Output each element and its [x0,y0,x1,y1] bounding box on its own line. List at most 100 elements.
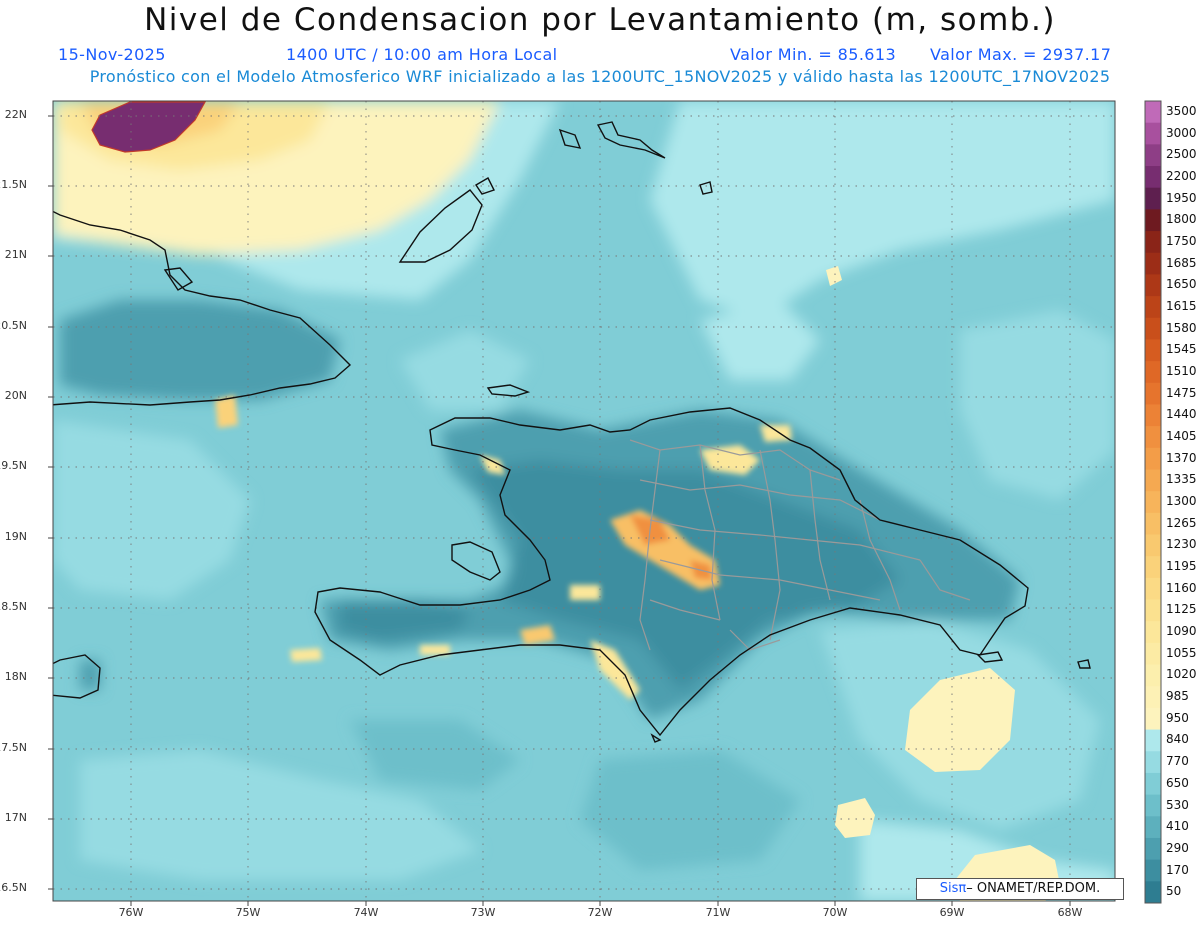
lon-label: 69W [939,906,965,919]
colorbar-swatch [1145,231,1161,254]
colorbar-label: 1545 [1166,342,1197,357]
colorbar-label: 985 [1166,689,1189,704]
colorbar-label: 290 [1166,840,1189,855]
colorbar-swatch [1145,144,1161,167]
time-label: 1400 UTC / 10:00 am Hora Local [286,45,558,64]
colorbar-label: 1335 [1166,472,1197,487]
credit-text: – ONAMET/REP.DOM. [966,881,1101,896]
colorbar-label: 1650 [1166,277,1197,292]
colorbar-swatch [1145,382,1161,405]
credit-box: Sisπ– ONAMET/REP.DOM. [916,878,1124,900]
colorbar-label: 1950 [1166,190,1197,205]
colorbar-swatch [1145,469,1161,492]
brand-logo-text: Sisπ [939,881,967,896]
colorbar-label: 1090 [1166,624,1197,639]
colorbar-swatch [1145,859,1161,882]
colorbar-swatch [1145,361,1161,384]
lat-label: 20.5N [0,319,27,332]
colorbar-swatch [1145,772,1161,796]
lon-label: 75W [235,906,261,919]
date-label: 15-Nov-2025 [58,45,166,64]
colorbar-swatch [1145,881,1161,904]
colorbar-label: 1300 [1166,494,1197,508]
colorbar-swatch [1145,166,1161,189]
lat-label: 21N [4,248,27,261]
chart-title: Nivel de Condensacion por Levantamiento … [144,2,1056,38]
colorbar-swatch [1145,751,1161,774]
colorbar-label: 1685 [1166,255,1197,270]
colorbar-swatch [1145,686,1161,709]
colorbar-label: 1125 [1166,602,1197,617]
colorbar-swatch [1145,209,1161,232]
lat-label: 19N [4,530,27,543]
colorbar-swatch [1145,577,1161,601]
colorbar-label: 530 [1166,797,1189,812]
colorbar-label: 1160 [1166,580,1197,595]
colorbar-label: 1195 [1166,559,1197,573]
min-value-label: Valor Min. = 85.613 [730,45,897,64]
colorbar-swatch [1145,556,1161,579]
colorbar-swatch [1145,447,1161,470]
colorbar-swatch [1145,512,1161,536]
lat-label: 16.5N [0,881,27,894]
lat-label: 18.5N [0,600,27,613]
lon-label: 71W [705,906,731,919]
province-boundaries [629,439,971,651]
colorbar-label: 410 [1166,819,1189,834]
colorbar-label: 3500 [1166,103,1197,118]
colorbar-label: 1580 [1166,320,1197,335]
colorbar-label: 50 [1166,884,1182,899]
colorbar-label: 170 [1166,862,1189,877]
lat-label: 22N [4,108,27,121]
colorbar-frame [1144,100,1162,904]
colorbar-label: 1055 [1166,645,1197,660]
colorbar-swatch [1145,339,1161,362]
colorbar-swatch [1145,837,1161,861]
lat-label: 18N [4,670,27,683]
colorbar-label: 950 [1166,710,1189,725]
colorbar-swatch [1145,642,1161,666]
lat-label: 19.5N [0,459,27,472]
plot-frame [52,100,1116,902]
lat-label: 21.5N [0,178,27,191]
colorbar-swatch [1145,707,1161,731]
colorbar [1144,100,1162,904]
colorbar-swatch [1145,534,1161,557]
colorbar-label: 1750 [1166,233,1197,248]
max-value-label: Valor Max. = 2937.17 [930,45,1112,64]
colorbar-swatch [1145,404,1161,427]
colorbar-swatch [1145,664,1161,687]
colorbar-label: 1800 [1166,212,1197,227]
colorbar-swatch [1145,621,1161,644]
lon-label: 73W [470,906,496,919]
colorbar-swatch [1145,794,1161,817]
lon-label: 68W [1057,906,1083,919]
colorbar-swatch [1145,274,1161,297]
colorbar-swatch [1145,187,1161,210]
colorbar-label: 1615 [1166,298,1197,313]
colorbar-label: 3000 [1166,125,1197,140]
colorbar-label: 2500 [1166,147,1197,162]
colorbar-label: 1265 [1166,515,1197,530]
yellow-blob-east [905,668,1015,772]
colorbar-label: 1440 [1166,407,1197,422]
colorbar-swatch [1145,816,1161,839]
colorbar-label: 2200 [1166,168,1197,183]
colorbar-label: 1020 [1166,667,1197,682]
colorbar-swatch [1145,252,1161,275]
colorbar-label: 1230 [1166,537,1197,552]
lat-label: 20N [4,389,27,402]
colorbar-label: 1405 [1166,429,1197,443]
colorbar-label: 770 [1166,754,1189,769]
lon-label: 74W [353,906,379,919]
colorbar-swatch [1145,491,1161,514]
colorbar-swatch [1145,729,1161,752]
colorbar-swatch [1145,296,1161,319]
lon-label: 70W [822,906,848,919]
model-info-line: Pronóstico con el Modelo Atmosferico WRF… [89,67,1111,86]
colorbar-label: 840 [1166,732,1189,747]
coastlines [53,121,1091,743]
lat-label: 17N [4,811,27,824]
colorbar-label: 650 [1166,775,1189,790]
